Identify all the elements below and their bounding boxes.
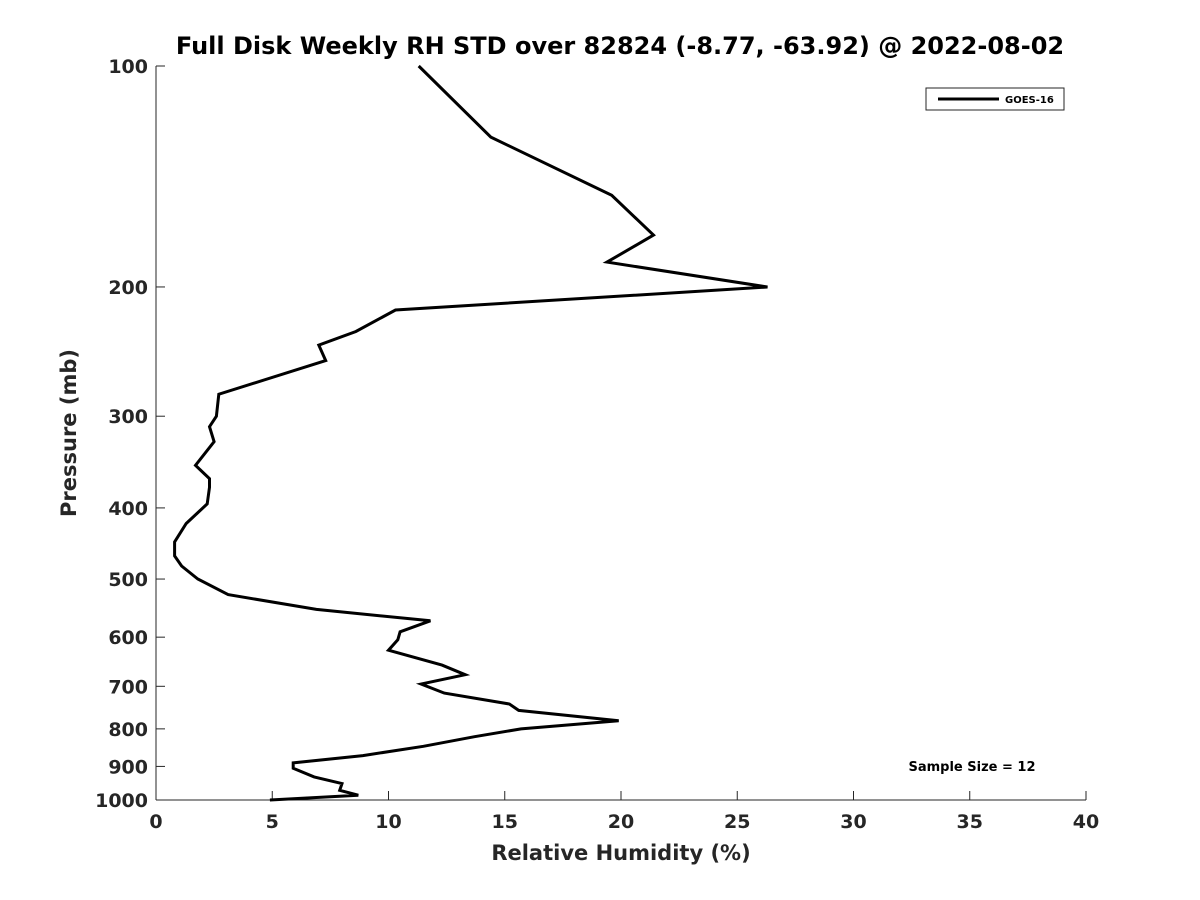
x-tick-label: 25 (724, 811, 750, 833)
y-axis-label: Pressure (mb) (57, 349, 81, 517)
y-tick-label: 900 (108, 756, 148, 778)
x-axis-label: Relative Humidity (%) (491, 841, 750, 865)
x-tick-label: 40 (1073, 811, 1099, 833)
x-tick-label: 20 (608, 811, 634, 833)
y-tick-label: 700 (108, 676, 148, 698)
y-tick-label: 300 (108, 406, 148, 428)
y-tick-label: 1000 (95, 790, 148, 812)
x-tick-label: 30 (840, 811, 866, 833)
x-tick-label: 35 (957, 811, 983, 833)
x-tick-label: 0 (149, 811, 162, 833)
legend-label-goes-16: GOES-16 (1005, 95, 1054, 106)
x-tick-label: 15 (492, 811, 518, 833)
y-tick-label: 600 (108, 627, 148, 649)
y-tick-label: 100 (108, 56, 148, 78)
x-ticks: 0 5 10 15 20 25 30 35 40 (149, 791, 1099, 833)
y-ticks: 100 200 300 400 500 600 700 800 900 1000 (95, 56, 165, 812)
x-tick-label: 5 (266, 811, 279, 833)
series-group (173, 64, 768, 802)
y-tick-label: 200 (108, 277, 148, 299)
chart-title: Full Disk Weekly RH STD over 82824 (-8.7… (176, 32, 1064, 60)
y-tick-label: 400 (108, 498, 148, 520)
series-line-goes-16 (173, 64, 768, 802)
sample-size-annotation: Sample Size = 12 (908, 760, 1035, 775)
y-tick-label: 500 (108, 569, 148, 591)
legend: GOES-16 (925, 87, 1065, 111)
x-tick-label: 10 (375, 811, 401, 833)
y-tick-label: 800 (108, 719, 148, 741)
